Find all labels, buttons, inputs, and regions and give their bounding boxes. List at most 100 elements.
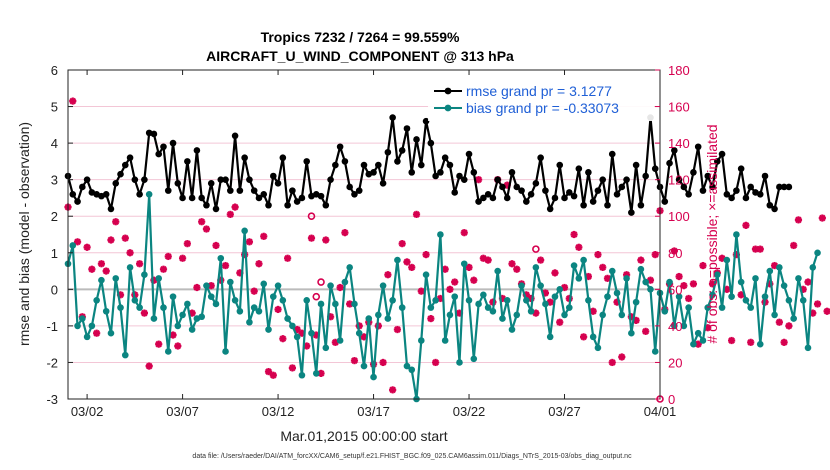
- rmse-point: [250, 187, 258, 194]
- obs-assimilated-marker: [112, 218, 120, 226]
- rmse-point: [518, 187, 525, 194]
- obs-assimilated-stroke: [179, 254, 186, 262]
- obs-assimilated-marker: [818, 214, 826, 222]
- rmse-point: [628, 209, 635, 216]
- bias-point: [389, 297, 396, 304]
- obs-assimilated-stroke: [608, 359, 616, 366]
- bias-point: [632, 298, 640, 306]
- obs-assimilated-marker: [145, 362, 153, 370]
- bias-point: [527, 307, 535, 315]
- obs-assimilated-stroke: [728, 337, 735, 344]
- obs-assimilated-marker: [708, 280, 717, 288]
- rmse-point: [694, 143, 702, 151]
- rmse-point: [709, 183, 716, 191]
- obs-assimilated-stroke: [699, 262, 707, 269]
- bias-point: [804, 344, 812, 352]
- obs-assimilated-marker: [274, 305, 282, 314]
- chart-title: Tropics 7232 / 7264 = 99.559%: [261, 29, 460, 45]
- rmse-point: [370, 169, 377, 176]
- bias-point: [437, 231, 444, 238]
- rmse-point: [317, 192, 325, 200]
- obs-assimilated-marker: [250, 287, 258, 295]
- obs-assimilated-marker: [202, 225, 211, 233]
- obs-assimilated-stroke: [690, 280, 697, 288]
- bias-point: [480, 291, 487, 299]
- bias-point: [88, 322, 96, 330]
- rmse-point: [565, 189, 573, 196]
- obs-assimilated-marker: [226, 210, 234, 218]
- obs-assimilated-marker: [102, 267, 110, 275]
- obs-assimilated-marker: [159, 265, 168, 273]
- obs-assimilated-stroke: [303, 342, 311, 350]
- bias-point: [169, 293, 177, 300]
- y-right-tick-label: 120: [668, 173, 690, 188]
- obs-assimilated-stroke: [513, 265, 521, 273]
- rmse-point: [131, 176, 139, 183]
- y-right-tick-label: 40: [668, 319, 682, 334]
- obs-assimilated-marker: [651, 251, 659, 259]
- rmse-point: [332, 161, 339, 169]
- bias-point: [417, 337, 425, 344]
- rmse-point: [542, 187, 549, 194]
- rmse-point: [284, 201, 291, 209]
- obs-assimilated-marker: [193, 283, 201, 292]
- rmse-point: [327, 176, 334, 183]
- legend-rmse-label: rmse grand pr = 3.1277: [466, 83, 612, 99]
- bias-point: [608, 267, 616, 275]
- rmse-point: [666, 159, 673, 167]
- rmse-point: [728, 194, 735, 202]
- obs-assimilated-stroke: [336, 284, 344, 291]
- obs-assimilated-marker: [780, 338, 788, 346]
- rmse-point: [293, 198, 301, 205]
- rmse-point: [699, 187, 707, 194]
- x-tick-label: 04/01: [644, 404, 677, 419]
- rmse-point: [642, 172, 649, 180]
- rmse-point: [446, 161, 454, 169]
- bias-point: [79, 315, 86, 322]
- bias-point: [207, 293, 215, 300]
- bias-point: [642, 278, 649, 286]
- rmse-point: [403, 125, 411, 132]
- obs-assimilated-marker: [451, 278, 459, 286]
- rmse-point: [742, 194, 750, 202]
- bias-point: [303, 297, 311, 304]
- rmse-point: [513, 183, 521, 191]
- rmse-point: [260, 190, 268, 198]
- rmse-point: [718, 150, 726, 158]
- rmse-point: [255, 194, 263, 202]
- bias-point: [618, 311, 626, 319]
- rmse-point: [661, 198, 669, 205]
- bias-point: [155, 275, 163, 282]
- obs-assimilated-marker: [642, 327, 650, 335]
- obs-assimilated-stroke: [594, 251, 602, 258]
- obs-assimilated-marker: [221, 261, 230, 270]
- rmse-point: [107, 205, 115, 213]
- bias-point: [327, 282, 334, 289]
- bias-point: [174, 322, 182, 330]
- rmse-point: [150, 130, 158, 138]
- bias-point: [585, 297, 592, 304]
- obs-assimilated-marker: [685, 294, 693, 303]
- obs-assimilated-stroke: [532, 309, 540, 317]
- rmse-point: [704, 172, 712, 180]
- obs-assimilated-stroke: [814, 300, 821, 308]
- obs-assimilated-stroke: [269, 371, 277, 379]
- rmse-point: [589, 198, 597, 205]
- rmse-point: [236, 187, 244, 194]
- obs-assimilated-marker: [589, 307, 597, 315]
- rmse-point: [441, 154, 449, 162]
- obs-assimilated-marker: [245, 238, 254, 246]
- obs-assimilated-stroke: [537, 256, 545, 264]
- bias-point: [503, 297, 511, 304]
- obs-assimilated-stroke: [771, 262, 778, 269]
- obs-assimilated-marker: [198, 218, 206, 226]
- bias-point: [198, 313, 205, 321]
- rmse-point: [613, 190, 621, 198]
- obs-assimilated-stroke: [121, 234, 129, 242]
- obs-assimilated-marker: [699, 261, 707, 270]
- obs-assimilated-stroke: [260, 232, 268, 240]
- obs-assimilated-stroke: [88, 265, 96, 273]
- obs-assimilated-marker: [575, 243, 583, 251]
- rmse-point: [599, 176, 607, 183]
- rmse-point: [203, 201, 210, 209]
